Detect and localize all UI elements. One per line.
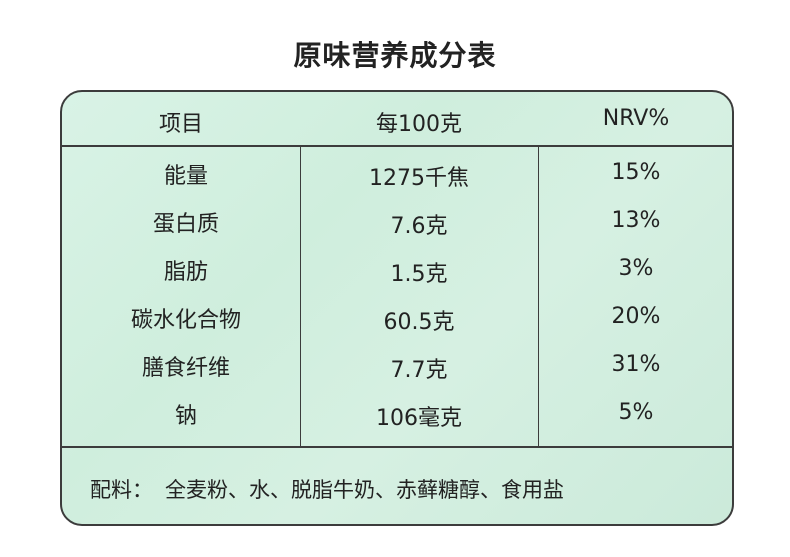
row-nrv: 31% <box>611 352 661 377</box>
row-item: 脂肪 <box>163 260 208 285</box>
nutrition-table-card: 项目 每100克 NRV% 能量 1275千焦 15% 蛋白质 7.6克 13%… <box>60 90 734 526</box>
row-nrv: 13% <box>611 208 661 233</box>
table-row: 蛋白质 7.6克 13% <box>62 200 732 248</box>
header-per-100g: 每100克 <box>376 112 462 137</box>
row-per-100g: 7.7克 <box>390 358 448 383</box>
ingredients-line: 配料： 全麦粉、水、脱脂牛奶、赤藓糖醇、食用盐 <box>90 474 564 504</box>
row-nrv: 20% <box>611 304 661 329</box>
row-item: 膳食纤维 <box>141 356 230 381</box>
header-item: 项目 <box>158 112 203 137</box>
row-per-100g: 1275千焦 <box>369 166 469 191</box>
column-divider <box>538 147 539 447</box>
header-nrv: NRV% <box>602 106 670 131</box>
table-header: 项目 每100克 NRV% <box>62 92 732 147</box>
row-nrv: 5% <box>618 400 654 425</box>
ingredients-label: 配料： <box>90 478 153 502</box>
row-item: 钠 <box>174 404 197 429</box>
row-nrv: 15% <box>611 160 661 185</box>
column-divider <box>300 147 301 447</box>
row-per-100g: 106毫克 <box>376 406 462 431</box>
table-row: 脂肪 1.5克 3% <box>62 248 732 296</box>
row-item: 碳水化合物 <box>130 308 241 333</box>
row-nrv: 3% <box>618 256 654 281</box>
row-per-100g: 7.6克 <box>390 214 448 239</box>
table-row: 膳食纤维 7.7克 31% <box>62 344 732 392</box>
table-row: 能量 1275千焦 15% <box>62 152 732 200</box>
ingredients-text: 全麦粉、水、脱脂牛奶、赤藓糖醇、食用盐 <box>165 478 564 502</box>
row-per-100g: 1.5克 <box>390 262 448 287</box>
row-item: 蛋白质 <box>152 212 219 237</box>
row-per-100g: 60.5克 <box>383 310 455 335</box>
table-row: 钠 106毫克 5% <box>62 392 732 440</box>
row-item: 能量 <box>163 164 208 189</box>
page-title: 原味营养成分表 <box>293 39 497 72</box>
table-row: 碳水化合物 60.5克 20% <box>62 296 732 344</box>
footer-divider <box>62 446 732 448</box>
